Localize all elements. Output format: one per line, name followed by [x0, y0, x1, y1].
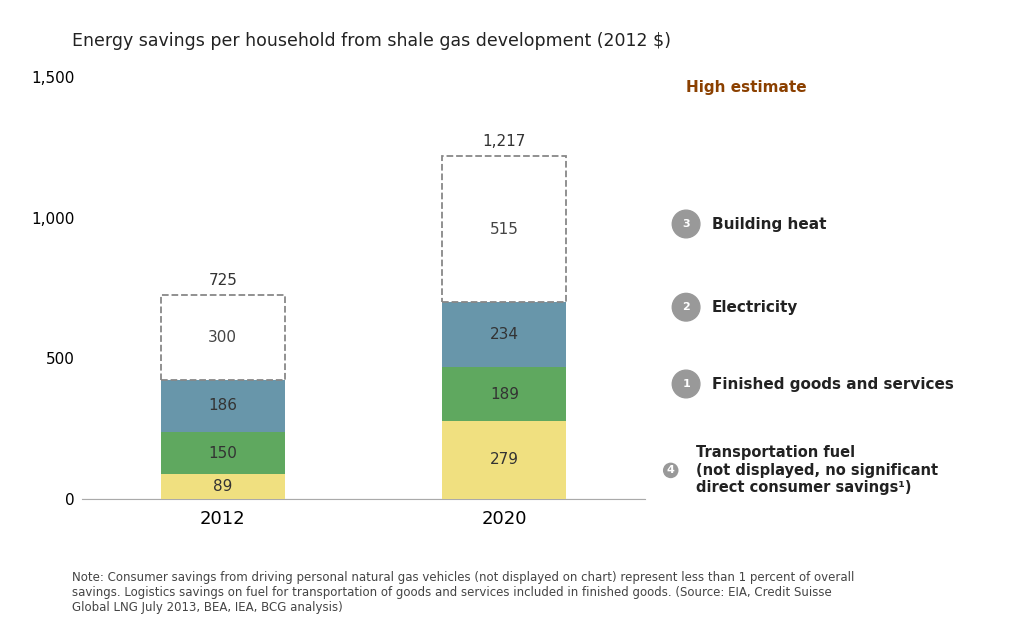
Text: 1: 1 [682, 379, 690, 389]
Text: Finished goods and services: Finished goods and services [712, 376, 953, 392]
Text: 279: 279 [489, 452, 519, 467]
Text: Note: Consumer savings from driving personal natural gas vehicles (not displayed: Note: Consumer savings from driving pers… [72, 572, 854, 614]
Text: 3: 3 [682, 219, 690, 229]
Circle shape [673, 210, 700, 238]
Bar [161, 474, 285, 499]
Text: 4: 4 [667, 465, 675, 476]
Text: 89: 89 [213, 479, 232, 494]
Text: Building heat: Building heat [712, 216, 826, 232]
Text: 725: 725 [208, 273, 238, 288]
Text: 150: 150 [208, 445, 238, 461]
Text: 1,217: 1,217 [482, 134, 526, 150]
Text: 515: 515 [489, 221, 519, 237]
Bar [442, 157, 566, 301]
Bar [161, 432, 285, 474]
Bar [161, 295, 285, 380]
Bar [442, 367, 566, 420]
Bar [442, 420, 566, 499]
Bar [161, 380, 285, 432]
Text: Energy savings per household from shale gas development (2012 $): Energy savings per household from shale … [72, 32, 671, 50]
Circle shape [673, 293, 700, 321]
Circle shape [673, 370, 700, 398]
Text: 189: 189 [489, 387, 519, 401]
Text: 186: 186 [208, 398, 238, 413]
Text: 300: 300 [208, 330, 238, 345]
Text: High estimate: High estimate [686, 80, 807, 95]
Text: 2: 2 [682, 302, 690, 312]
Text: 234: 234 [489, 327, 519, 342]
Text: Electricity: Electricity [712, 300, 798, 315]
Bar [442, 301, 566, 367]
Text: Transportation fuel
(not displayed, no significant
direct consumer savings¹): Transportation fuel (not displayed, no s… [696, 445, 938, 495]
